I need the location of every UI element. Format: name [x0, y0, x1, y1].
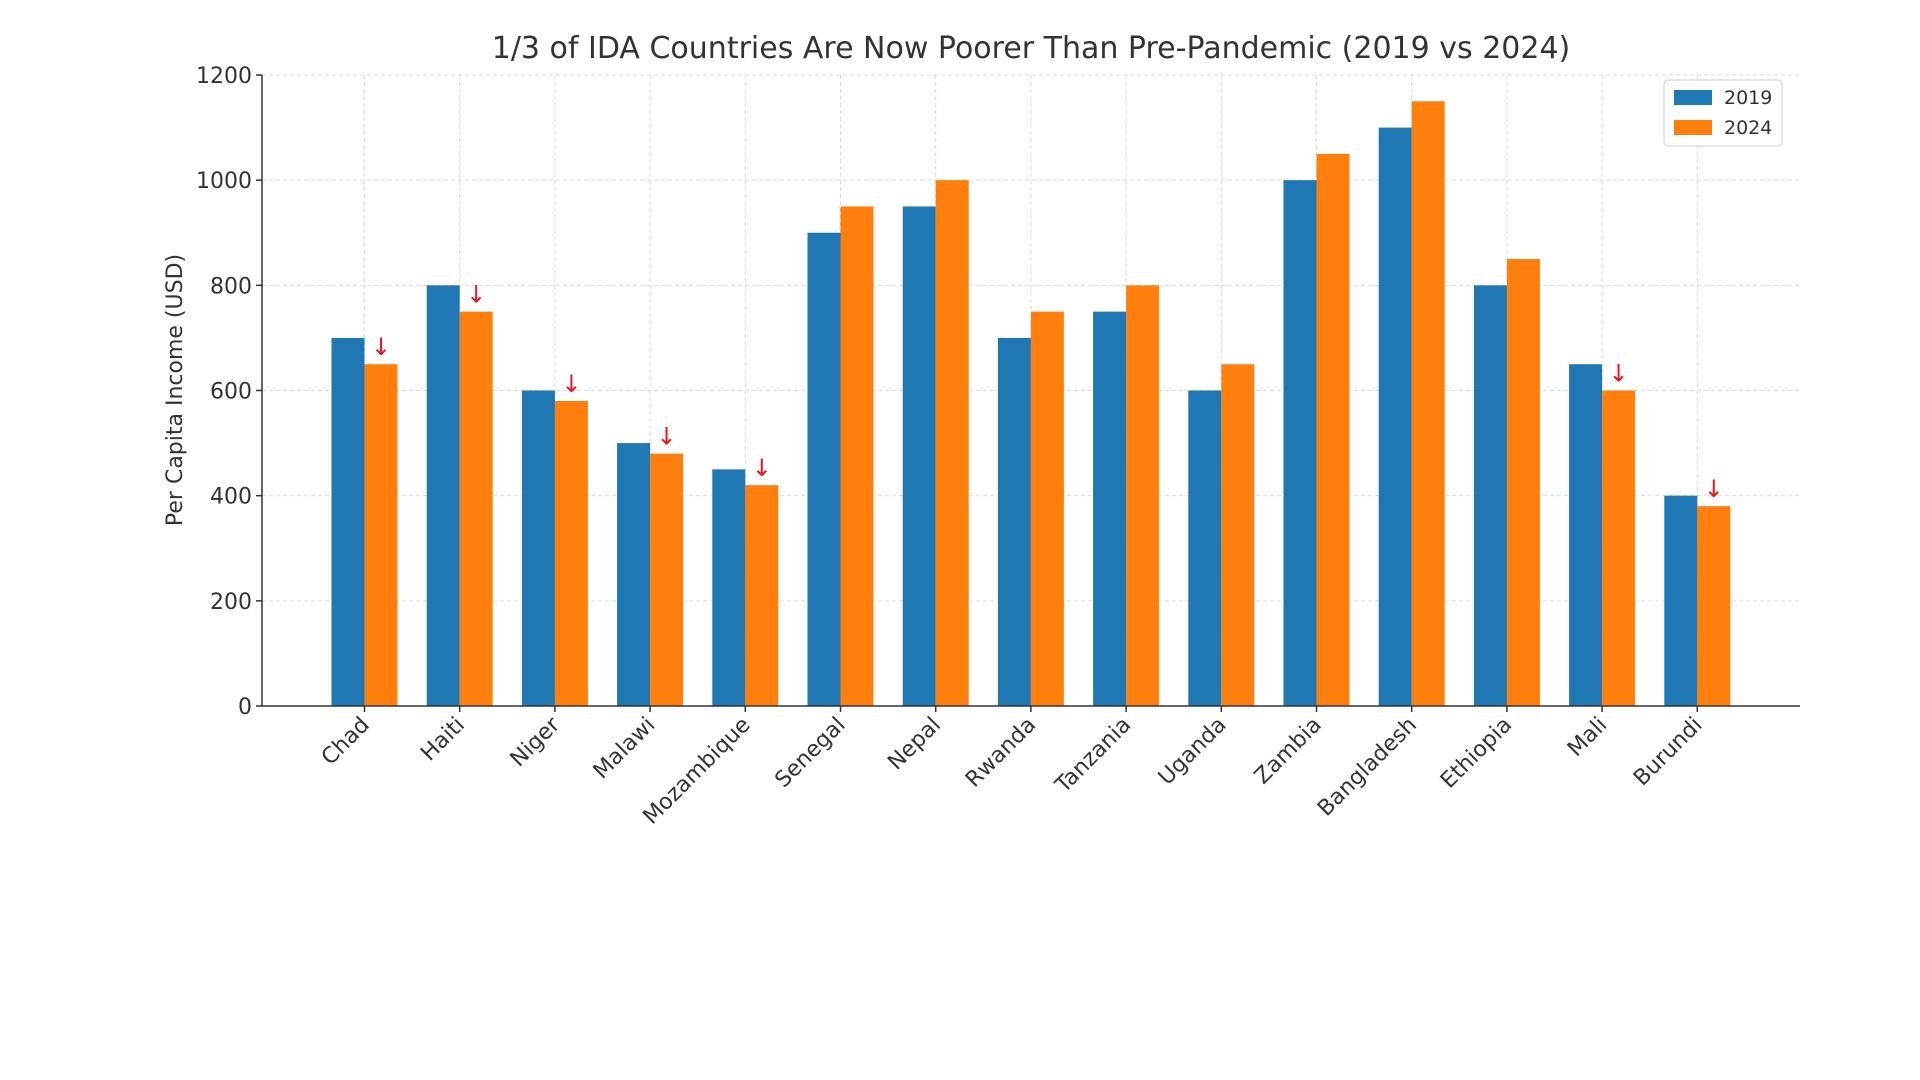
bar-2019-mozambique [712, 469, 746, 706]
x-tick-label-senegal: Senegal [770, 713, 850, 793]
x-tick-label-zambia: Zambia [1250, 713, 1327, 790]
decline-arrow-mali: ↓ [1609, 360, 1629, 388]
bar-2024-zambia [1316, 153, 1350, 706]
bar-2019-mali [1569, 364, 1603, 706]
x-tick-label-nepal: Nepal [883, 713, 946, 776]
x-tick-label-niger: Niger [506, 712, 566, 772]
bars-layer [331, 101, 1731, 707]
x-tick-label-chad: Chad [317, 713, 375, 771]
y-tick-label: 0 [238, 695, 252, 720]
decline-arrow-burundi: ↓ [1704, 475, 1724, 503]
bar-2024-haiti [459, 311, 493, 706]
decline-arrow-mozambique: ↓ [752, 454, 772, 482]
decline-arrow-niger: ↓ [561, 370, 581, 398]
bar-2019-senegal [807, 232, 841, 706]
bar-2024-mozambique [745, 485, 779, 706]
bar-2024-ethiopia [1506, 259, 1540, 706]
bar-2019-uganda [1188, 390, 1222, 706]
y-tick-label: 1200 [196, 64, 252, 89]
x-tick-label-mali: Mali [1563, 713, 1612, 762]
x-tick-label-ethiopia: Ethiopia [1436, 713, 1517, 794]
bar-2019-zambia [1283, 180, 1317, 706]
bar-2024-uganda [1221, 364, 1255, 706]
y-tick-label: 600 [210, 380, 252, 405]
bar-2024-malawi [650, 453, 684, 706]
legend-swatch-2019 [1674, 90, 1712, 105]
y-axis-label: Per Capita Income (USD) [163, 254, 188, 526]
legend-label-2019: 2019 [1724, 87, 1772, 109]
y-tick-label: 1000 [196, 169, 252, 194]
bar-2024-nepal [935, 180, 969, 706]
bar-2019-chad [331, 337, 365, 706]
legend-swatch-2024 [1674, 120, 1712, 135]
x-tick-label-tanzania: Tanzania [1050, 713, 1136, 799]
bar-2024-tanzania [1126, 285, 1160, 706]
bar-2024-bangladesh [1411, 101, 1445, 706]
bar-2019-ethiopia [1473, 285, 1507, 706]
bar-2019-niger [521, 390, 555, 706]
bar-2024-niger [554, 401, 588, 706]
bar-2019-bangladesh [1378, 127, 1412, 707]
bar-2019-malawi [617, 443, 651, 706]
bar-2019-burundi [1664, 495, 1698, 706]
decline-arrow-malawi: ↓ [657, 423, 677, 451]
x-tick-label-malawi: Malawi [589, 713, 661, 785]
x-tick-label-rwanda: Rwanda [961, 713, 1041, 793]
legend-label-2024: 2024 [1724, 117, 1772, 139]
bar-2024-chad [364, 364, 398, 706]
bar-2024-senegal [840, 206, 874, 707]
bar-2019-nepal [902, 206, 936, 707]
y-tick-label: 800 [210, 274, 252, 299]
x-tick-label-haiti: Haiti [416, 713, 470, 767]
bar-2019-tanzania [1093, 311, 1127, 706]
decline-arrow-haiti: ↓ [466, 281, 486, 309]
x-tick-label-bangladesh: Bangladesh [1313, 713, 1422, 822]
bar-2024-burundi [1697, 506, 1731, 706]
legend: 2019 2024 [1663, 79, 1783, 147]
bar-2019-haiti [426, 285, 460, 706]
y-tick-label: 200 [210, 590, 252, 615]
decline-arrow-chad: ↓ [371, 333, 391, 361]
bar-2024-mali [1602, 390, 1636, 706]
x-tick-label-burundi: Burundi [1629, 713, 1708, 792]
x-tick-label-uganda: Uganda [1154, 713, 1232, 791]
bar-2024-rwanda [1030, 311, 1064, 706]
chart-title: 1/3 of IDA Countries Are Now Poorer Than… [492, 31, 1571, 66]
annotations-layer: ↓ ↓ ↓ ↓ ↓ ↓ ↓ [371, 281, 1724, 504]
bar-2019-rwanda [997, 337, 1031, 706]
y-tick-label: 400 [210, 485, 252, 510]
